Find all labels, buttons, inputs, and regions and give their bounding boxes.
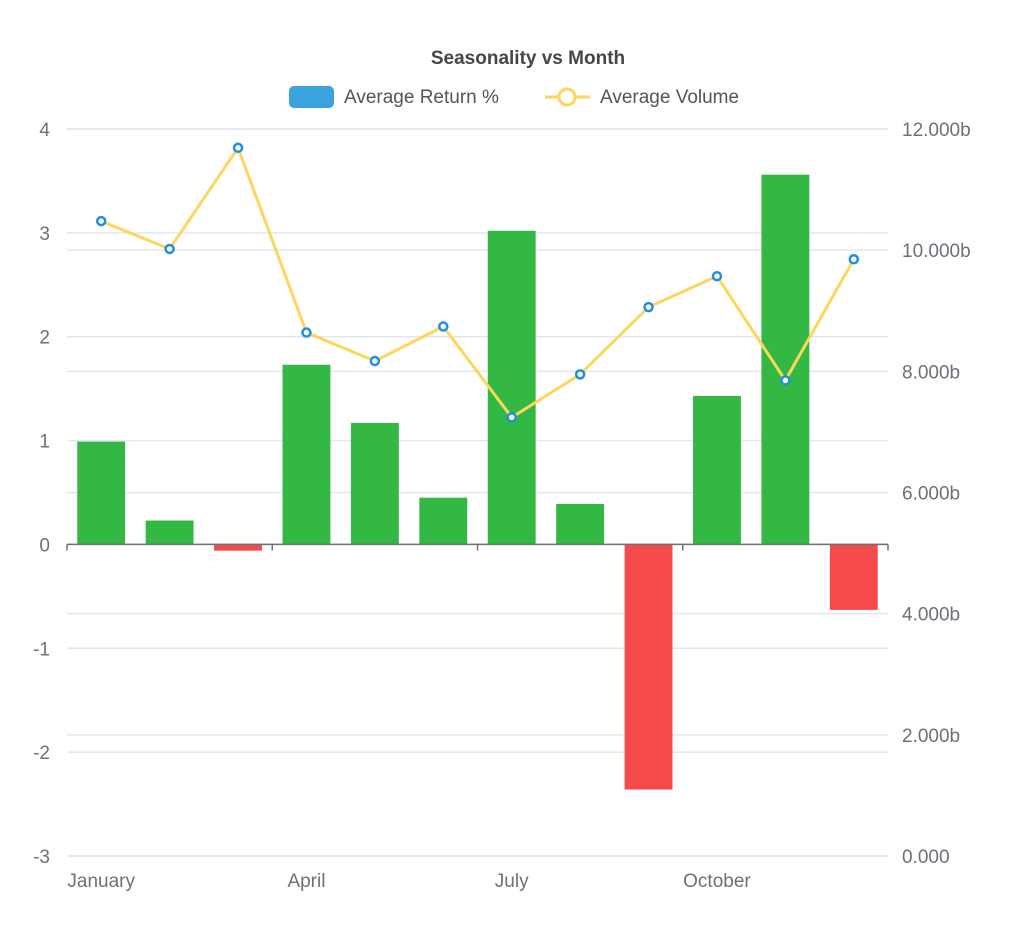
y-left-tick-label: 2 <box>39 328 50 349</box>
y-left-tick-label: 0 <box>39 535 50 556</box>
legend-bar-swatch <box>289 86 334 108</box>
y-axis-left: 4 3 2 1 0 -1 -2 -3 <box>33 120 50 868</box>
bar-december <box>829 544 878 610</box>
chart-title: Seasonality vs Month <box>431 48 625 69</box>
bar-october <box>693 395 741 545</box>
y-left-tick-label: -1 <box>33 639 50 660</box>
volume-point-december <box>848 254 860 265</box>
bar-january <box>77 441 126 545</box>
y-axis-right: 12.000b 10.000b 8.000b 6.000b 4.000b 2.000b 0.… <box>902 120 971 868</box>
legend: Average Return % Average Volume <box>289 86 739 108</box>
legend-item-average-return[interactable]: Average Return % <box>289 86 499 108</box>
bar-august <box>556 503 605 545</box>
x-tick-label: April <box>287 871 325 892</box>
y-right-tick-label: 12.000b <box>902 120 971 141</box>
x-tick-label: July <box>495 871 529 892</box>
y-left-tick-label: 4 <box>39 120 50 141</box>
volume-point-may <box>369 355 381 367</box>
legend-label-average-return: Average Return % <box>344 87 499 108</box>
volume-point-october <box>711 270 723 282</box>
y-left-tick-label: 1 <box>39 432 50 453</box>
bar-november <box>761 174 810 545</box>
volume-point-march <box>232 142 244 154</box>
bar-april <box>282 364 331 545</box>
volume-point-july <box>506 412 517 423</box>
bar-march <box>214 544 262 551</box>
volume-point-january <box>95 215 107 227</box>
volume-point-february <box>164 243 175 255</box>
y-right-tick-label: 0.000 <box>902 847 950 868</box>
legend-label-average-volume: Average Volume <box>600 87 739 108</box>
bar-june <box>419 497 468 545</box>
y-left-tick-label: 3 <box>39 224 50 245</box>
volume-point-april <box>301 327 312 338</box>
volume-point-november <box>780 375 791 386</box>
volume-point-june <box>438 321 449 332</box>
x-axis: January April July October <box>66 543 889 892</box>
line-series <box>95 142 860 423</box>
volume-line <box>100 146 856 419</box>
volume-point-august <box>574 369 586 380</box>
bar-february <box>145 520 194 545</box>
x-tick-label: January <box>67 871 135 892</box>
x-tick-label: October <box>683 871 751 892</box>
y-left-tick-label: -3 <box>33 847 50 868</box>
y-right-tick-label: 6.000b <box>902 484 960 505</box>
legend-marker-swatch <box>557 87 577 107</box>
bar-september <box>624 544 673 790</box>
volume-point-september <box>643 301 654 313</box>
legend-item-average-volume[interactable]: Average Volume <box>545 87 739 108</box>
y-left-tick-label: -2 <box>33 743 50 764</box>
bar-may <box>350 422 399 545</box>
y-right-tick-label: 10.000b <box>902 241 971 262</box>
bar-series <box>77 174 878 790</box>
y-right-tick-label: 8.000b <box>902 362 960 383</box>
bar-july <box>487 230 536 545</box>
y-right-tick-label: 4.000b <box>902 605 960 626</box>
y-right-tick-label: 2.000b <box>902 726 960 747</box>
